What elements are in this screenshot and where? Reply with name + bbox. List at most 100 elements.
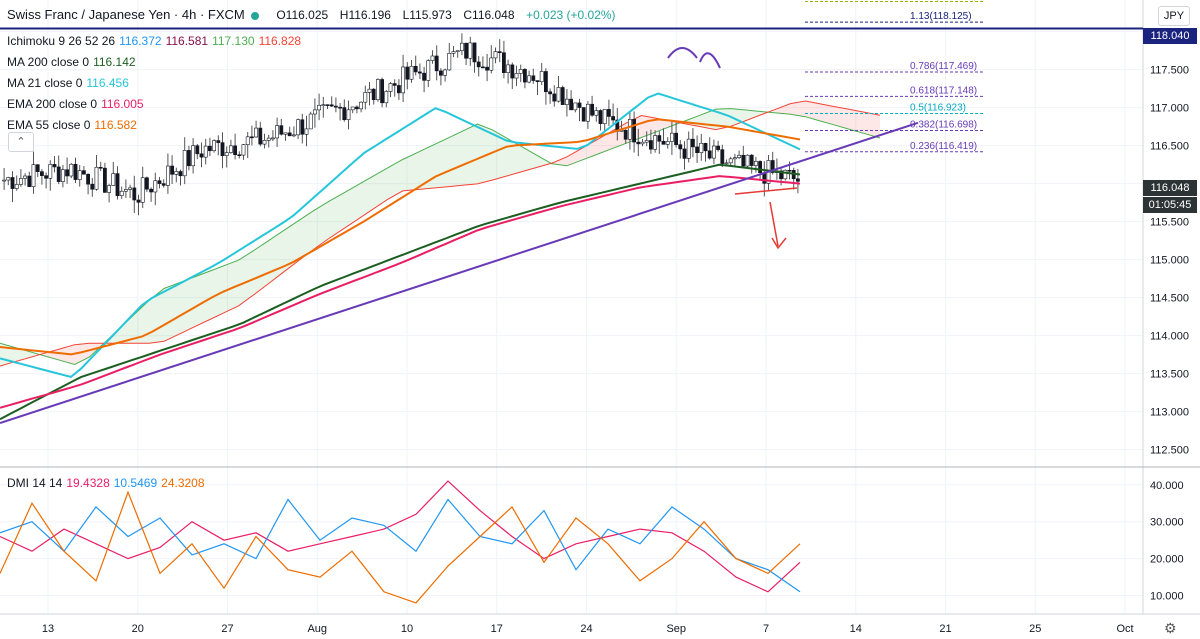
price-tick-label: 117.500 — [1150, 65, 1189, 77]
time-tick-label: 14 — [850, 623, 862, 635]
candlesticks — [2, 33, 800, 216]
candle-body — [23, 175, 28, 179]
legend-row: MA 21 close 0 116.456 — [7, 76, 133, 90]
candle-body — [203, 145, 208, 158]
candle-body — [527, 75, 532, 83]
candle-body — [90, 183, 95, 190]
candle-body — [65, 169, 70, 177]
fib-level-label: 0.5(116.923) — [910, 102, 966, 113]
cloud-segment — [343, 184, 358, 230]
collapse-legend-button[interactable]: ⌃ — [8, 132, 34, 152]
cloud-segment — [656, 118, 672, 132]
candle-body — [581, 107, 586, 122]
candle-body — [287, 132, 292, 137]
candle-body — [325, 104, 330, 106]
candle-body — [157, 180, 162, 184]
countdown-label: 01:05:45 — [1148, 199, 1192, 211]
candle-body — [333, 105, 338, 108]
candle-body — [237, 154, 242, 156]
candle-body — [166, 165, 170, 186]
legend-row: MA 200 close 0 116.142 — [7, 55, 140, 69]
candle-body — [52, 164, 57, 168]
shoulder-arc — [699, 52, 721, 69]
candle-body — [60, 169, 65, 182]
chevron-up-icon: ⌃ — [16, 136, 26, 148]
ema200-line — [0, 175, 801, 409]
candle-body — [653, 135, 658, 150]
cloud-segment — [805, 101, 821, 121]
legend-row: EMA 200 close 0 116.005 — [7, 97, 148, 111]
dmi-tick-label: 10.000 — [1150, 591, 1184, 603]
indicator-lines — [0, 92, 801, 421]
candle-body — [115, 173, 120, 196]
trend-line — [0, 121, 919, 424]
candle-body — [258, 127, 263, 145]
time-tick-label: 20 — [132, 623, 144, 635]
fib-level-label: 0.618(117.148) — [910, 85, 977, 96]
cloud-segment — [596, 131, 612, 155]
candle-body — [140, 177, 145, 203]
legend-value: 116.005 — [101, 97, 144, 111]
candle-body — [270, 137, 275, 140]
gear-icon[interactable]: ⚙ — [1164, 620, 1177, 636]
candle-body — [455, 50, 460, 52]
candle-body — [262, 140, 267, 145]
candle-body — [510, 64, 515, 79]
ohlc-change: +0.023 (+0.02%) — [526, 8, 616, 22]
cloud-segment — [581, 139, 597, 161]
candle-body — [548, 91, 553, 95]
dmi-legend: DMI 14 14 19.4328 10.5469 24.3208 — [7, 476, 209, 490]
cloud-segment — [193, 271, 209, 328]
candle-body — [279, 125, 284, 135]
candle-body — [699, 142, 704, 153]
candle-body — [497, 51, 502, 53]
dmi-line-2 — [0, 490, 801, 604]
candle-body — [758, 161, 763, 174]
fibonacci-levels: 1.272(118.396) 1.13(118.125) 0.786(117.469… — [805, 0, 985, 153]
candle-body — [468, 42, 473, 59]
symbol-title[interactable]: Swiss Franc / Japanese Yen · 4h · FXCM — [7, 7, 245, 22]
price-tick-label: 115.500 — [1150, 217, 1189, 229]
candle-body — [69, 163, 74, 177]
candle-body — [132, 187, 137, 201]
candle-body — [657, 135, 662, 142]
dmi-panel — [0, 480, 801, 604]
candle-body — [409, 65, 414, 80]
candle-body — [195, 145, 200, 155]
cloud-segment — [447, 131, 463, 187]
candle-body — [338, 106, 343, 109]
cloud-segment — [462, 124, 478, 186]
candle-body — [31, 164, 36, 187]
candle-body — [39, 171, 44, 176]
candle-body — [18, 178, 23, 185]
drawing-annotations — [0, 47, 919, 424]
legend-value: 116.372 — [119, 34, 162, 48]
cloud-segment — [149, 288, 165, 344]
candle-body — [451, 51, 456, 54]
candle-body — [254, 127, 259, 138]
candle-body — [480, 66, 485, 69]
legend-value: 116.456 — [86, 76, 129, 90]
candle-body — [518, 69, 523, 74]
price-tag-line: 118.040 — [1143, 28, 1197, 44]
candle-body — [770, 160, 775, 173]
candle-body — [82, 170, 86, 175]
market-status-dot — [250, 11, 259, 20]
candle-body — [443, 69, 448, 76]
candle-body — [10, 177, 15, 189]
cloud-segment — [44, 348, 60, 361]
candle-body — [283, 132, 288, 135]
candle-body — [363, 92, 368, 103]
cloud-segment — [865, 112, 880, 138]
candle-body — [716, 145, 721, 150]
candle-body — [501, 52, 506, 73]
legend-value: 116.581 — [165, 34, 209, 48]
candle-body — [422, 72, 427, 81]
candle-body — [229, 145, 233, 153]
currency-button[interactable]: JPY — [1158, 6, 1190, 26]
candle-body — [522, 69, 527, 83]
candle-body — [233, 145, 238, 155]
candle-body — [56, 166, 61, 182]
